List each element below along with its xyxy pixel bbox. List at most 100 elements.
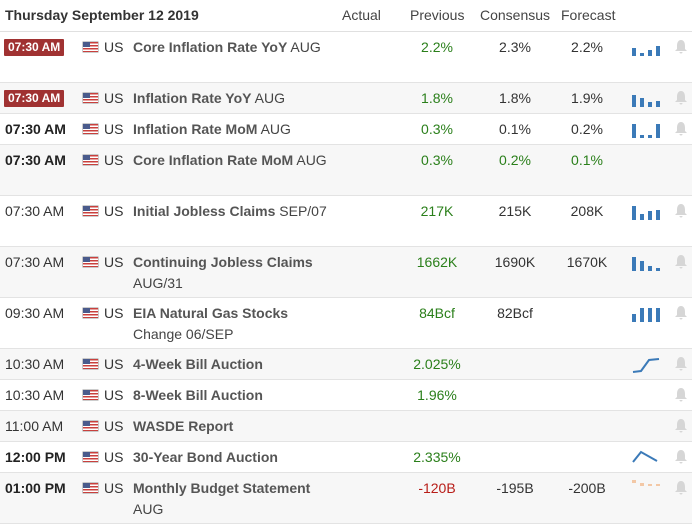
event-time: 10:30 AM bbox=[5, 356, 65, 372]
alert-bell-icon[interactable] bbox=[674, 39, 688, 55]
calendar-row[interactable]: 10:30 AM US 4-Week Bill Auction 2.025% bbox=[0, 349, 692, 380]
us-flag-icon bbox=[83, 359, 98, 369]
event-name-link[interactable]: Continuing Jobless Claims bbox=[133, 254, 313, 270]
country-code: US bbox=[104, 356, 124, 372]
previous-value: 2.2% bbox=[421, 39, 453, 55]
event-cell: 30-Year Bond Auction bbox=[133, 447, 333, 468]
event-period: AUG/31 bbox=[133, 275, 183, 291]
calendar-row[interactable]: 07:30 AM US Continuing Jobless Claims AUG/… bbox=[0, 247, 692, 298]
us-flag-icon bbox=[83, 206, 98, 216]
event-period: AUG bbox=[254, 90, 285, 106]
event-cell: 8-Week Bill Auction bbox=[133, 385, 333, 406]
alert-bell-icon[interactable] bbox=[674, 203, 688, 219]
calendar-row[interactable]: 07:30 AM US Core Inflation Rate MoM AUG 0.3… bbox=[0, 145, 692, 196]
event-name-link[interactable]: 30-Year Bond Auction bbox=[133, 449, 278, 465]
country-code: US bbox=[104, 418, 124, 434]
previous-value: 2.025% bbox=[413, 356, 461, 372]
event-name-link[interactable]: 4-Week Bill Auction bbox=[133, 356, 263, 372]
us-flag-icon bbox=[83, 421, 98, 431]
event-time: 07:30 AM bbox=[5, 121, 66, 137]
event-name-link[interactable]: Initial Jobless Claims bbox=[133, 203, 276, 219]
event-period: SEP/07 bbox=[279, 203, 327, 219]
event-name-link[interactable]: Core Inflation Rate YoY bbox=[133, 39, 288, 55]
consensus-value: 215K bbox=[498, 203, 532, 219]
event-cell: 4-Week Bill Auction bbox=[133, 354, 333, 375]
alert-bell-icon[interactable] bbox=[674, 449, 688, 465]
history-sparkline-icon[interactable] bbox=[631, 356, 663, 373]
us-flag-icon bbox=[83, 257, 98, 267]
country-code: US bbox=[104, 387, 124, 403]
history-sparkline-icon[interactable] bbox=[631, 90, 663, 107]
consensus-value: 0.2% bbox=[499, 152, 531, 168]
us-flag-icon bbox=[83, 42, 98, 52]
history-sparkline-icon[interactable] bbox=[631, 305, 663, 322]
country-code: US bbox=[104, 90, 124, 106]
history-sparkline-icon[interactable] bbox=[631, 254, 663, 271]
event-name-link[interactable]: Core Inflation Rate MoM bbox=[133, 152, 294, 168]
country-code: US bbox=[104, 305, 124, 321]
event-time: 10:30 AM bbox=[5, 387, 65, 403]
date-heading: Thursday September 12 2019 bbox=[5, 7, 199, 23]
calendar-row[interactable]: 07:30 AM US Inflation Rate YoY AUG 1.8% 1.8%… bbox=[0, 83, 692, 114]
event-cell: Core Inflation Rate YoY AUG bbox=[133, 37, 333, 58]
actual-column-header[interactable]: Actual bbox=[342, 7, 381, 23]
event-time: 01:00 PM bbox=[5, 480, 66, 496]
alert-bell-icon[interactable] bbox=[674, 418, 688, 434]
event-cell: Core Inflation Rate MoM AUG bbox=[133, 150, 333, 171]
country-code: US bbox=[104, 203, 124, 219]
us-flag-icon bbox=[83, 452, 98, 462]
calendar-row[interactable]: 10:30 AM US 8-Week Bill Auction 1.96% bbox=[0, 380, 692, 411]
calendar-row[interactable]: 12:00 PM US 30-Year Bond Auction 2.335% bbox=[0, 442, 692, 473]
calendar-row[interactable]: 11:00 AM US WASDE Report bbox=[0, 411, 692, 442]
calendar-row[interactable]: 01:00 PM US Monthly Budget Statement AUG -1… bbox=[0, 473, 692, 524]
forecast-value: 0.2% bbox=[571, 121, 603, 137]
previous-column-header[interactable]: Previous bbox=[410, 7, 465, 23]
history-sparkline-icon[interactable] bbox=[631, 39, 663, 56]
calendar-row[interactable]: 09:30 AM US EIA Natural Gas Stocks Change … bbox=[0, 298, 692, 349]
alert-bell-icon[interactable] bbox=[674, 254, 688, 270]
calendar-row[interactable]: 07:30 AM US Initial Jobless Claims SEP/07 2… bbox=[0, 196, 692, 247]
alert-bell-icon[interactable] bbox=[674, 121, 688, 137]
us-flag-icon bbox=[83, 390, 98, 400]
event-name-link[interactable]: Inflation Rate MoM bbox=[133, 121, 258, 137]
previous-value: 2.335% bbox=[413, 449, 461, 465]
history-sparkline-icon[interactable] bbox=[631, 449, 663, 466]
event-time: 07:30 AM bbox=[4, 90, 65, 107]
previous-value: 217K bbox=[420, 203, 454, 219]
event-time: 12:00 PM bbox=[5, 449, 66, 465]
country-code: US bbox=[104, 39, 124, 55]
previous-value: 1.96% bbox=[417, 387, 457, 403]
history-sparkline-icon[interactable] bbox=[631, 480, 663, 497]
event-period: AUG bbox=[290, 39, 321, 55]
consensus-column-header[interactable]: Consensus bbox=[480, 7, 551, 23]
event-name-link[interactable]: Inflation Rate YoY bbox=[133, 90, 252, 106]
event-cell: Initial Jobless Claims SEP/07 bbox=[133, 201, 333, 222]
country-code: US bbox=[104, 480, 124, 496]
previous-value: 84Bcf bbox=[419, 305, 455, 321]
consensus-value: 1.8% bbox=[499, 90, 531, 106]
alert-bell-icon[interactable] bbox=[674, 305, 688, 321]
history-sparkline-icon[interactable] bbox=[631, 203, 663, 220]
event-name-link[interactable]: Monthly Budget Statement bbox=[133, 480, 311, 496]
event-cell: Inflation Rate MoM AUG bbox=[133, 119, 333, 140]
consensus-value: 82Bcf bbox=[497, 305, 533, 321]
alert-bell-icon[interactable] bbox=[674, 387, 688, 403]
alert-bell-icon[interactable] bbox=[674, 90, 688, 106]
alert-bell-icon[interactable] bbox=[674, 480, 688, 496]
consensus-value: 1690K bbox=[494, 254, 536, 270]
forecast-value: 2.2% bbox=[571, 39, 603, 55]
event-name-link[interactable]: 8-Week Bill Auction bbox=[133, 387, 263, 403]
history-sparkline-icon[interactable] bbox=[631, 121, 663, 138]
event-name-link[interactable]: EIA Natural Gas Stocks bbox=[133, 305, 289, 321]
country-code: US bbox=[104, 449, 124, 465]
event-period: Change 06/SEP bbox=[133, 326, 234, 342]
consensus-value: 2.3% bbox=[499, 39, 531, 55]
previous-value: 1662K bbox=[416, 254, 458, 270]
event-period: AUG bbox=[296, 152, 327, 168]
alert-bell-icon[interactable] bbox=[674, 356, 688, 372]
calendar-row[interactable]: 07:30 AM US Core Inflation Rate YoY AUG 2.2… bbox=[0, 32, 692, 83]
forecast-column-header[interactable]: Forecast bbox=[561, 7, 616, 23]
event-name-link[interactable]: WASDE Report bbox=[133, 418, 234, 434]
us-flag-icon bbox=[83, 155, 98, 165]
calendar-row[interactable]: 07:30 AM US Inflation Rate MoM AUG 0.3% 0.1%… bbox=[0, 114, 692, 145]
